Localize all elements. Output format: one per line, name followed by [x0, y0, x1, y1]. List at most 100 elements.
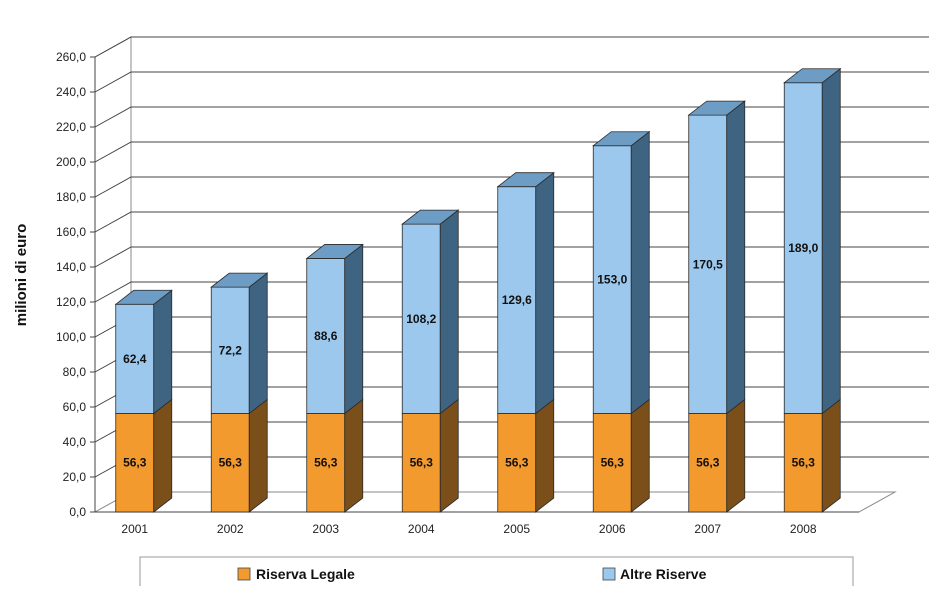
data-label: 62,4	[123, 352, 147, 366]
x-tick-label: 2003	[312, 522, 339, 536]
bar-altre-riserve-2001-top	[114, 289, 173, 305]
x-tick-label: 2008	[790, 522, 817, 536]
bar-riserva-legale-2004-side	[439, 398, 459, 513]
bar-group-2006: 56,3 153,0	[592, 130, 651, 513]
bar-altre-riserve-2005	[497, 186, 537, 414]
bar-altre-riserve-2001	[115, 303, 155, 414]
bar-group-2008: 56,3 189,0	[783, 67, 842, 513]
bar-riserva-legale-2004	[401, 413, 441, 513]
gridline	[94, 141, 929, 163]
y-tick-label: 140,0	[56, 260, 86, 274]
x-tick-label: 2001	[121, 522, 148, 536]
data-label: 56,3	[696, 456, 720, 470]
data-label: 56,3	[792, 456, 816, 470]
bar-group-2007: 56,3 170,5	[687, 100, 746, 513]
y-tick-label: 0,0	[69, 505, 86, 519]
y-tick-label: 80,0	[63, 365, 87, 379]
x-tick-label: 2002	[217, 522, 244, 536]
bar-riserva-legale-2007-side	[726, 398, 746, 513]
gridline	[94, 246, 929, 268]
y-tick-label: 160,0	[56, 225, 86, 239]
bar-altre-riserve-2005-side	[535, 171, 555, 415]
data-label: 56,3	[601, 456, 625, 470]
bar-altre-riserve-2006-top	[592, 131, 651, 147]
data-label: 56,3	[314, 456, 338, 470]
bar-altre-riserve-2008-top	[783, 68, 842, 84]
bar-group-2003: 56,3 88,6	[305, 243, 364, 513]
gridline	[94, 281, 929, 303]
y-tick-label: 240,0	[56, 85, 86, 99]
bar-altre-riserve-2007-top	[687, 100, 746, 116]
y-tick-label: 260,0	[56, 50, 86, 64]
bar-altre-riserve-2006-side	[630, 130, 650, 415]
bar-altre-riserve-2005-top	[496, 172, 555, 188]
bar-altre-riserve-2004-top	[401, 209, 460, 225]
bar-riserva-legale-2006	[592, 413, 632, 513]
bar-riserva-legale-2002-side	[248, 398, 268, 513]
y-tick-label: 220,0	[56, 120, 86, 134]
y-tick-label: 180,0	[56, 190, 86, 204]
legend-swatch-riserva-legale	[237, 567, 251, 581]
bar-group-2005: 56,3 129,6	[496, 171, 555, 513]
bar-altre-riserve-2008	[783, 82, 823, 414]
legend-swatch-altre-riserve	[602, 567, 616, 581]
data-label: 88,6	[314, 329, 338, 343]
gridline	[94, 106, 929, 128]
y-tick-label: 120,0	[56, 295, 86, 309]
data-label: 170,5	[693, 257, 723, 271]
bar-riserva-legale-2007	[688, 413, 728, 513]
bar-group-2004: 56,3 108,2	[401, 209, 460, 513]
y-tick-label: 20,0	[63, 470, 87, 484]
y-tick-label: 60,0	[63, 400, 87, 414]
legend-label-riserva-legale: Riserva Legale	[256, 566, 355, 582]
bar-altre-riserve-2002-side	[248, 272, 268, 415]
x-tick-label: 2005	[503, 522, 530, 536]
data-label: 129,6	[502, 293, 532, 307]
gridline	[94, 71, 929, 93]
bar-altre-riserve-2004-side	[439, 209, 459, 415]
bar-group-2002: 56,3 72,2	[210, 272, 269, 513]
bar-riserva-legale-2002	[210, 413, 250, 513]
bar-riserva-legale-2001-side	[153, 398, 173, 513]
y-tick-label: 100,0	[56, 330, 86, 344]
bar-riserva-legale-2006-side	[630, 398, 650, 513]
bar-altre-riserve-2008-side	[821, 67, 841, 415]
y-tick-label: 40,0	[63, 435, 87, 449]
bar-riserva-legale-2005-side	[535, 398, 555, 513]
bar-riserva-legale-2008-side	[821, 398, 841, 513]
bar-layer: 56,3 62,4 56,3 72,2 56,3 88,6 56,3 108,2 56,3 129…	[114, 67, 842, 513]
data-label: 72,2	[219, 343, 243, 357]
legend-label-altre-riserve: Altre Riserve	[620, 566, 707, 582]
data-label: 108,2	[406, 312, 436, 326]
bar-riserva-legale-2003	[306, 413, 346, 513]
bar-altre-riserve-2003	[306, 258, 346, 414]
gridline	[94, 211, 929, 233]
x-tick-label: 2007	[694, 522, 721, 536]
bar-riserva-legale-2008	[783, 413, 823, 513]
bar-altre-riserve-2001-side	[153, 289, 173, 415]
data-label: 56,3	[505, 456, 529, 470]
y-tick-label: 200,0	[56, 155, 86, 169]
bar-altre-riserve-2003-top	[305, 244, 364, 259]
data-label: 153,0	[597, 273, 627, 287]
legend: Riserva Legale Altre Riserve	[139, 556, 854, 591]
bar-altre-riserve-2002	[210, 286, 250, 414]
x-tick-label: 2004	[408, 522, 435, 536]
bar-altre-riserve-2007-side	[726, 100, 746, 415]
bar-altre-riserve-2002-top	[210, 272, 269, 288]
bar-riserva-legale-2005	[497, 413, 537, 513]
gridline	[94, 176, 929, 198]
gridline	[94, 36, 929, 58]
bar-altre-riserve-2003-side	[344, 243, 364, 415]
data-label: 189,0	[788, 241, 818, 255]
legend-box	[139, 556, 854, 591]
y-axis-title: milioni di euro	[13, 224, 30, 327]
data-label: 56,3	[410, 456, 434, 470]
bar-riserva-legale-2001	[115, 413, 155, 513]
data-label: 56,3	[123, 456, 147, 470]
data-label: 56,3	[219, 456, 243, 470]
axis-layer: 0,0 20,0 40,0 60,0 80,0 100,0 120,0 140,0 160,0 1…	[56, 50, 859, 536]
x-tick-label: 2006	[599, 522, 626, 536]
